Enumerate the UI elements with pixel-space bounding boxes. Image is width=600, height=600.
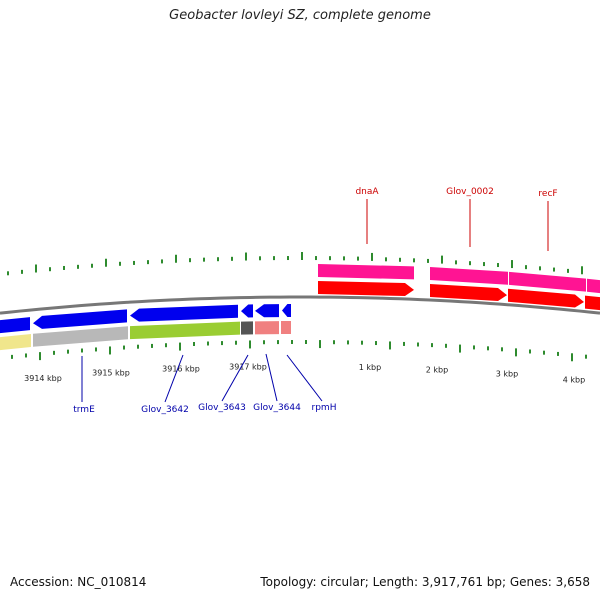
- bottom-gene-leader: [286, 354, 323, 402]
- bottom-gene-label: Glov_3642: [141, 405, 189, 415]
- gene-arrow: [430, 284, 507, 302]
- gene-block: [318, 264, 414, 280]
- gene-tracks: [0, 264, 600, 351]
- genome-backbone: [0, 295, 600, 315]
- gene-arrow: [33, 309, 127, 329]
- bottom-gene-label: Glov_3643: [198, 403, 246, 413]
- gene-block: [255, 321, 279, 335]
- gene-block: [241, 321, 253, 335]
- gene-arrow: [585, 295, 600, 311]
- bottom-gene-label: trmE: [73, 405, 95, 415]
- gene-arrow: [130, 304, 238, 322]
- map-title: Geobacter lovleyi SZ, complete genome: [169, 8, 431, 23]
- gene-labels: dnaA Glov_0002 recF trmE Glov_3642 Glov_3643 G…: [73, 187, 557, 415]
- top-gene-label: recF: [538, 189, 557, 199]
- gene-block: [281, 321, 291, 335]
- gene-arrow: [241, 304, 253, 318]
- top-gene-label: Glov_0002: [446, 187, 494, 197]
- gene-arrow: [282, 304, 291, 318]
- kbp-label: 1 kbp: [359, 363, 381, 372]
- gene-block: [130, 321, 240, 340]
- bottom-gene-leader: [164, 354, 184, 403]
- kbp-label: 3 kbp: [496, 370, 518, 379]
- gene-block: [0, 333, 31, 351]
- gene-arrow: [318, 281, 414, 296]
- kbp-label: 4 kbp: [563, 375, 585, 384]
- gene-block: [509, 271, 586, 292]
- gene-block: [430, 267, 508, 285]
- top-gene-label: dnaA: [355, 187, 379, 197]
- bottom-gene-label: rpmH: [312, 403, 337, 413]
- genome-stats-text: Topology: circular; Length: 3,917,761 bp…: [260, 575, 590, 589]
- gene-arrow: [508, 288, 584, 308]
- gene-label-leaders: [81, 199, 549, 403]
- bottom-gene-leader: [265, 353, 278, 402]
- bottom-gene-label: Glov_3644: [253, 403, 301, 413]
- kbp-labels: 3914 kbp 3915 kbp 3916 kbp 3917 kbp 1 kbp 2 k…: [24, 362, 585, 384]
- kbp-label: 3917 kbp: [229, 362, 267, 371]
- bottom-gene-leader: [221, 354, 249, 402]
- accession-text: Accession: NC_010814: [10, 575, 147, 589]
- gene-arrow: [0, 317, 30, 334]
- gene-arrow: [255, 304, 279, 318]
- kbp-label: 2 kbp: [426, 365, 448, 374]
- kbp-label: 3915 kbp: [92, 368, 130, 377]
- kbp-label: 3916 kbp: [162, 365, 200, 374]
- kbp-label: 3914 kbp: [24, 374, 62, 383]
- gene-block: [33, 326, 128, 347]
- tick-marks: [7, 252, 587, 362]
- gene-block: [587, 278, 600, 294]
